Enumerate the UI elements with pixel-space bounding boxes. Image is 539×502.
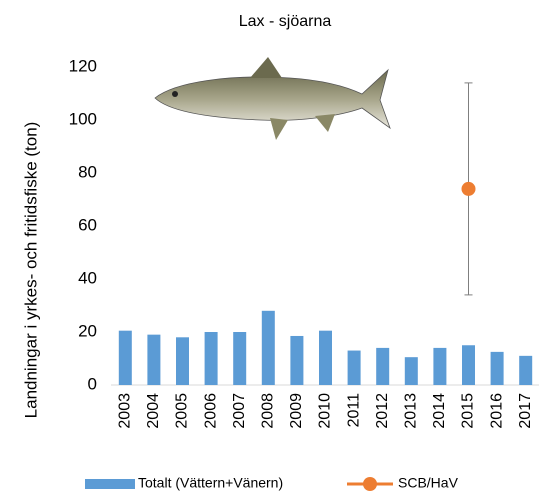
y-tick-label: 40 (78, 268, 97, 287)
x-tick-label: 2017 (517, 393, 534, 429)
x-tick-label: 2016 (488, 393, 505, 429)
y-tick-label: 120 (69, 56, 97, 75)
chart-title: Lax - sjöarna (239, 13, 332, 30)
x-tick-label: 2006 (202, 393, 219, 429)
bar (376, 347, 390, 385)
bar (290, 335, 304, 385)
legend-label: Totalt (Vättern+Vänern) (138, 475, 283, 491)
fish-illustration (154, 57, 391, 140)
bar (319, 330, 332, 385)
y-tick-label: 20 (78, 321, 97, 340)
bar (462, 345, 475, 385)
x-tick-label: 2003 (117, 393, 134, 429)
x-tick-label: 2008 (260, 393, 277, 429)
bar (176, 337, 189, 385)
bar (261, 310, 275, 385)
x-tick-label: 2014 (431, 393, 448, 429)
legend-label: SCB/HaV (398, 475, 459, 491)
bar (347, 350, 361, 385)
point (461, 181, 476, 196)
bar (147, 334, 161, 385)
bar (433, 347, 447, 385)
y-tick-label: 60 (78, 215, 97, 234)
x-tick-label: 2005 (174, 393, 191, 429)
x-tick-label: 2013 (403, 393, 420, 429)
x-tick-label: 2004 (145, 393, 162, 429)
x-tick-label: 2007 (231, 393, 248, 429)
bar (490, 351, 504, 385)
bar (233, 332, 247, 385)
x-tick-label: 2011 (345, 393, 362, 428)
bar (204, 332, 218, 385)
bar (118, 330, 132, 385)
legend-swatch (363, 477, 377, 491)
y-axis-label: Landningar i yrkes- och fritidsfiske (to… (21, 122, 40, 419)
x-tick-label: 2010 (317, 393, 334, 429)
legend-swatch (85, 479, 135, 489)
y-tick-label: 0 (88, 374, 97, 393)
bar (404, 357, 418, 385)
x-tick-label: 2009 (288, 393, 305, 429)
y-tick-label: 100 (69, 109, 97, 128)
x-tick-label: 2012 (374, 393, 391, 429)
x-tick-label: 2015 (460, 393, 477, 429)
y-tick-label: 80 (78, 162, 97, 181)
bar (519, 355, 533, 385)
